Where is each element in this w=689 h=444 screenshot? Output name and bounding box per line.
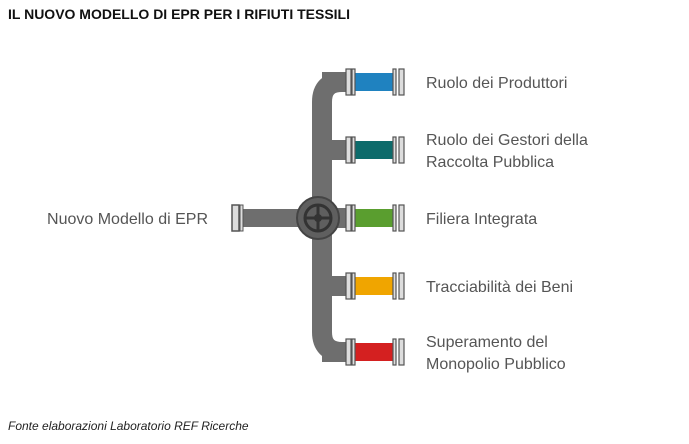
coupling — [392, 272, 397, 300]
coupling — [392, 68, 397, 96]
branch-label: Monopolio Pubblico — [426, 356, 566, 373]
colored-pipe — [352, 73, 396, 91]
coupling — [345, 68, 352, 96]
coupling — [345, 338, 352, 366]
root-label: Nuovo Modello di EPR — [47, 211, 208, 228]
coupling — [351, 136, 356, 164]
branch-label: Tracciabilità dei Beni — [426, 279, 573, 296]
coupling — [392, 136, 397, 164]
coupling — [398, 272, 405, 300]
source: Fonte elaborazioni Laboratorio REF Ricer… — [8, 419, 249, 433]
coupling — [345, 136, 352, 164]
coupling — [351, 272, 356, 300]
pipe-stub — [322, 140, 348, 160]
coupling — [392, 338, 397, 366]
pipe-stub — [322, 342, 348, 362]
colored-pipe — [352, 209, 396, 227]
branch-label: Ruolo dei Produttori — [426, 75, 567, 92]
coupling — [398, 338, 405, 366]
branch-pipes — [322, 68, 405, 366]
coupling — [398, 204, 405, 232]
branch-label: Superamento del — [426, 334, 548, 351]
title: IL NUOVO MODELLO DI EPR PER I RIFIUTI TE… — [8, 6, 350, 22]
colored-pipe — [352, 141, 396, 159]
coupling — [351, 338, 356, 366]
branch-label: Filiera Integrata — [426, 211, 537, 228]
coupling — [345, 204, 352, 232]
pipe-stub — [322, 72, 348, 92]
branch-label: Raccolta Pubblica — [426, 154, 554, 171]
coupling — [398, 136, 405, 164]
colored-pipe — [352, 277, 396, 295]
coupling — [351, 204, 356, 232]
colored-pipe — [352, 343, 396, 361]
root-pipe — [231, 196, 340, 240]
coupling — [345, 272, 352, 300]
branch-labels: Ruolo dei Produttori Ruolo dei Gestori de… — [426, 75, 588, 373]
coupling — [351, 68, 356, 96]
coupling — [398, 68, 405, 96]
pipe-stub — [322, 276, 348, 296]
coupling — [392, 204, 397, 232]
branch-label: Ruolo dei Gestori della — [426, 132, 588, 149]
